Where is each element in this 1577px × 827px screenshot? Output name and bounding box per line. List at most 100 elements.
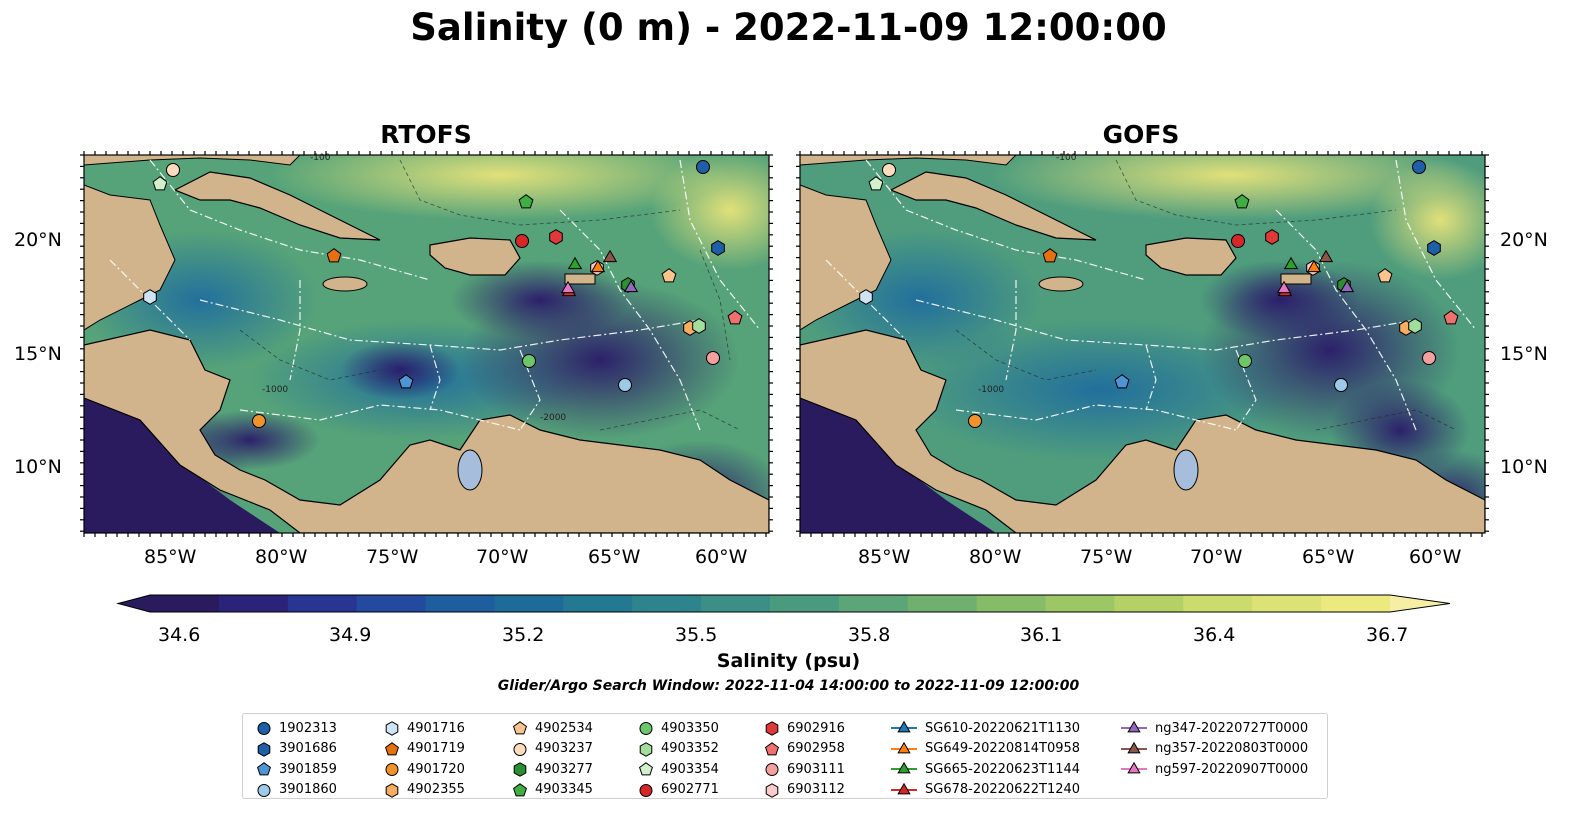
legend-label: 4903352 (661, 741, 719, 756)
colorbar-segment (907, 595, 978, 612)
legend-item: 4903350 (639, 718, 719, 738)
map-marker-1902313 (1412, 160, 1426, 174)
legend-item: 6902771 (639, 780, 719, 800)
map-marker-4903354 (152, 176, 168, 191)
legend-marker-triangle (1121, 741, 1147, 753)
legend-label: 3901686 (279, 741, 337, 756)
legend-item: 4903237 (513, 739, 593, 759)
map-marker-SG665-20220623T1144 (567, 256, 583, 270)
colorbar-tick: 35.5 (675, 624, 718, 646)
map-marker-4903237 (882, 163, 896, 177)
legend-item: 3901686 (257, 739, 337, 759)
legend-item: SG665-20220623T1144 (891, 759, 1080, 779)
contour-label: -100 (310, 153, 331, 163)
lon-tick: 85°W (144, 546, 197, 568)
map-marker-6902958 (1443, 310, 1459, 325)
legend-marker-circle (385, 763, 399, 776)
legend-item: 6903111 (765, 759, 845, 779)
legend-item: 4902355 (385, 780, 465, 800)
colorbar-segment (701, 595, 771, 612)
colorbar-tick: 36.7 (1366, 624, 1409, 646)
legend-marker-hexagon (513, 762, 527, 777)
legend-marker-triangle (1121, 761, 1147, 774)
map-marker-4901716 (143, 289, 157, 305)
legend-marker-hexagon (765, 782, 779, 798)
legend-label: 6902771 (661, 782, 719, 797)
legend-item: 6902958 (765, 739, 845, 759)
colorbar-segment (1321, 595, 1391, 612)
map-marker-3901860 (618, 378, 632, 392)
colorbar-segment (563, 595, 633, 612)
panel-title-gofs: GOFS (1102, 120, 1180, 149)
legend-label: ng357-20220803T0000 (1155, 741, 1309, 756)
contour-label: -2000 (540, 413, 566, 423)
colorbar-segment (287, 595, 358, 612)
lon-tick: 80°W (255, 546, 308, 568)
map-marker-4903352 (1408, 318, 1422, 334)
lat-tick-right-15n: 15°N (1500, 343, 1548, 365)
legend-marker-pentagon (513, 782, 527, 796)
legend-marker-circle (765, 763, 779, 776)
map-marker-6902916 (549, 229, 563, 245)
legend-marker-circle (257, 722, 271, 735)
legend-marker-pentagon (385, 741, 399, 755)
contour-label: -100 (1056, 153, 1077, 163)
lon-tick: 60°W (1409, 546, 1462, 568)
legend-marker-triangle (891, 741, 917, 753)
legend-label: 6902958 (787, 741, 845, 756)
legend-item: 1902313 (257, 718, 337, 738)
map-marker-3901859 (398, 374, 414, 389)
map-marker-3901860 (1334, 378, 1348, 392)
legend-marker-hexagon (639, 741, 653, 757)
colorbar-extend-max (1390, 595, 1450, 612)
legend-item: 4902534 (513, 718, 593, 738)
map-marker-4903237 (166, 163, 180, 177)
legend-marker-triangle (891, 782, 917, 794)
legend-item: SG610-20220621T1130 (891, 718, 1080, 738)
legend-marker-circle (257, 783, 271, 797)
legend-marker-circle (639, 783, 653, 797)
colorbar-segment (1252, 595, 1322, 612)
lon-tick: 80°W (969, 546, 1022, 568)
colorbar-segment (150, 595, 220, 612)
map-marker-3901686 (711, 240, 725, 256)
map-marker-SG665-20220623T1144 (1283, 256, 1299, 270)
map-marker-4902534 (661, 268, 677, 283)
legend-label: 4903350 (661, 720, 719, 736)
colorbar-tick: 35.8 (848, 624, 891, 646)
map-marker-4903350 (1238, 354, 1252, 368)
legend-marker-triangle (1121, 720, 1147, 733)
colorbar-segment (632, 595, 702, 612)
legend: 1902313 3901686 3901859 3901860 4901716 49017… (242, 713, 1328, 799)
contour-label: -1000 (262, 385, 288, 395)
colorbar-segment (838, 595, 909, 612)
legend-label: 4901719 (407, 741, 465, 756)
legend-item: 3901860 (257, 780, 337, 800)
legend-marker-circle (513, 742, 527, 756)
map-marker-4903345 (518, 194, 534, 209)
lon-tick: 65°W (1302, 546, 1355, 568)
legend-marker-triangle (891, 761, 917, 774)
legend-label: 4902355 (407, 782, 465, 797)
map-marker-6902958 (727, 310, 743, 325)
colorbar-tick: 36.1 (1020, 624, 1063, 646)
legend-item: 4901716 (385, 718, 465, 738)
map-marker-SG649-20220814T0958 (590, 259, 606, 273)
map-marker-4903350 (522, 354, 536, 368)
map-marker-ng357-20220803T0000 (602, 249, 618, 263)
map-marker-4902534 (1377, 268, 1393, 283)
contour-label: -1000 (978, 385, 1004, 395)
legend-marker-pentagon (513, 721, 527, 735)
legend-marker-hexagon (765, 721, 779, 736)
colorbar-outline (116, 594, 1451, 613)
colorbar-segment (976, 595, 1047, 612)
map-marker-4901719 (1042, 248, 1058, 263)
colorbar-segment (494, 595, 564, 612)
map-marker-4901720 (968, 414, 982, 428)
map-marker-4903354 (868, 176, 884, 191)
map-rtofs (84, 155, 769, 533)
legend-item: 6902916 (765, 718, 845, 738)
map-marker-3901686 (1427, 240, 1441, 256)
legend-label: 3901860 (279, 782, 337, 797)
figure-title: Salinity (0 m) - 2022-11-09 12:00:00 (410, 6, 1167, 49)
